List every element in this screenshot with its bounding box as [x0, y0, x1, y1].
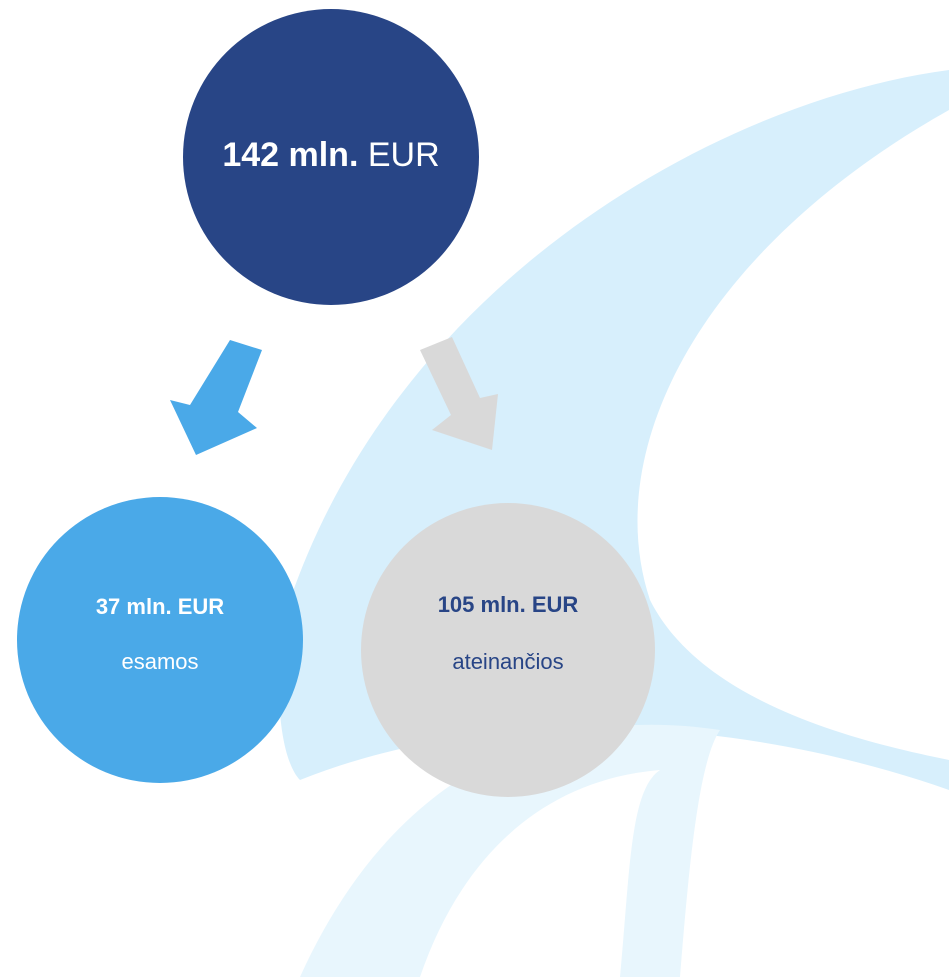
total-circle: [183, 9, 479, 305]
total-text: 142 mln. EUR: [222, 136, 439, 174]
upcoming-label: ateinančios: [452, 649, 563, 674]
upcoming-amount: 105 mln. EUR: [438, 592, 579, 617]
upcoming-circle: [361, 503, 655, 797]
total-amount: 142 mln.: [222, 136, 358, 174]
arrow-left: [170, 340, 262, 455]
arrow-right: [420, 337, 498, 450]
existing-amount: 37 mln. EUR: [96, 594, 224, 619]
total-unit: EUR: [368, 136, 440, 174]
existing-circle: [17, 497, 303, 783]
existing-label: esamos: [121, 649, 198, 674]
background-swoosh-lower: [300, 724, 720, 977]
